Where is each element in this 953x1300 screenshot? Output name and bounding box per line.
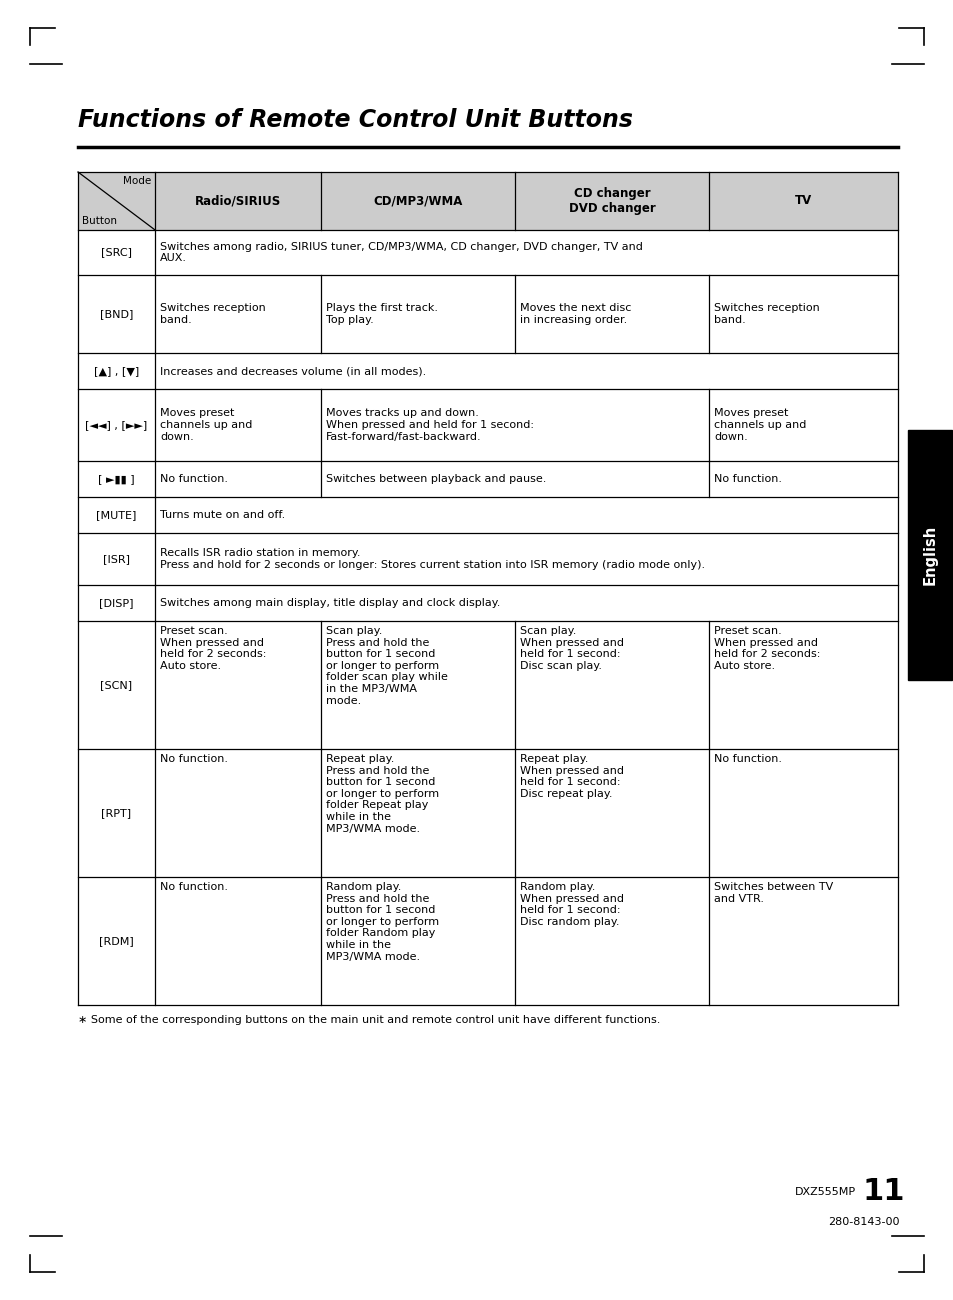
Text: Functions of Remote Control Unit Buttons: Functions of Remote Control Unit Buttons (78, 108, 633, 133)
Text: [◄◄] , [►►]: [◄◄] , [►►] (86, 420, 148, 430)
Text: No function.: No function. (160, 754, 228, 764)
Text: ∗ Some of the corresponding buttons on the main unit and remote control unit hav: ∗ Some of the corresponding buttons on t… (78, 1015, 659, 1024)
Text: Scan play.
Press and hold the
button for 1 second
or longer to perform
folder sc: Scan play. Press and hold the button for… (325, 627, 447, 706)
Text: 11: 11 (862, 1178, 904, 1206)
Text: No function.: No function. (714, 474, 781, 484)
Text: Moves the next disc
in increasing order.: Moves the next disc in increasing order. (519, 303, 631, 325)
Text: [ ►▮▮ ]: [ ►▮▮ ] (98, 474, 134, 484)
Text: Switches reception
band.: Switches reception band. (160, 303, 266, 325)
Text: Switches between TV
and VTR.: Switches between TV and VTR. (714, 881, 833, 904)
Text: Mode: Mode (123, 176, 151, 186)
Text: No function.: No function. (160, 474, 228, 484)
Text: Moves preset
channels up and
down.: Moves preset channels up and down. (160, 408, 253, 442)
Text: CD changer
DVD changer: CD changer DVD changer (568, 187, 655, 214)
Text: [SCN]: [SCN] (100, 680, 132, 690)
Text: Repeat play.
When pressed and
held for 1 second:
Disc repeat play.: Repeat play. When pressed and held for 1… (519, 754, 623, 798)
Text: Scan play.
When pressed and
held for 1 second:
Disc scan play.: Scan play. When pressed and held for 1 s… (519, 627, 623, 671)
Text: [▲] , [▼]: [▲] , [▼] (93, 367, 139, 376)
Text: Recalls ISR radio station in memory.
Press and hold for 2 seconds or longer: Sto: Recalls ISR radio station in memory. Pre… (160, 549, 704, 569)
Text: [DISP]: [DISP] (99, 598, 133, 608)
Text: Plays the first track.
Top play.: Plays the first track. Top play. (325, 303, 437, 325)
Text: Preset scan.
When pressed and
held for 2 seconds:
Auto store.: Preset scan. When pressed and held for 2… (714, 627, 820, 671)
Text: TV: TV (794, 195, 811, 208)
Text: [RDM]: [RDM] (99, 936, 133, 946)
Text: [ISR]: [ISR] (103, 554, 130, 564)
Text: Switches among main display, title display and clock display.: Switches among main display, title displ… (160, 598, 500, 608)
Text: No function.: No function. (714, 754, 781, 764)
Text: CD/MP3/WMA: CD/MP3/WMA (373, 195, 462, 208)
Text: Switches among radio, SIRIUS tuner, CD/MP3/WMA, CD changer, DVD changer, TV and
: Switches among radio, SIRIUS tuner, CD/M… (160, 242, 642, 264)
Text: Repeat play.
Press and hold the
button for 1 second
or longer to perform
folder : Repeat play. Press and hold the button f… (325, 754, 438, 833)
Text: [BND]: [BND] (100, 309, 133, 318)
Text: Button: Button (82, 216, 117, 226)
Text: [RPT]: [RPT] (101, 809, 132, 818)
Text: Moves preset
channels up and
down.: Moves preset channels up and down. (714, 408, 806, 442)
Text: 280-8143-00: 280-8143-00 (827, 1217, 899, 1227)
Text: No function.: No function. (160, 881, 228, 892)
Text: Moves tracks up and down.
When pressed and held for 1 second:
Fast-forward/fast-: Moves tracks up and down. When pressed a… (325, 408, 533, 442)
Text: Random play.
When pressed and
held for 1 second:
Disc random play.: Random play. When pressed and held for 1… (519, 881, 623, 927)
Text: English: English (922, 525, 937, 585)
Text: Random play.
Press and hold the
button for 1 second
or longer to perform
folder : Random play. Press and hold the button f… (325, 881, 438, 962)
Text: [SRC]: [SRC] (101, 247, 132, 257)
Text: Radio/SIRIUS: Radio/SIRIUS (194, 195, 281, 208)
Text: [MUTE]: [MUTE] (96, 510, 136, 520)
Text: Turns mute on and off.: Turns mute on and off. (160, 510, 285, 520)
Text: Switches between playback and pause.: Switches between playback and pause. (325, 474, 545, 484)
Bar (907, 430, 951, 680)
Text: Increases and decreases volume (in all modes).: Increases and decreases volume (in all m… (160, 367, 426, 376)
Text: Switches reception
band.: Switches reception band. (714, 303, 820, 325)
Text: Preset scan.
When pressed and
held for 2 seconds:
Auto store.: Preset scan. When pressed and held for 2… (160, 627, 266, 671)
Text: DXZ555MP: DXZ555MP (794, 1187, 855, 1197)
Bar (78, 172, 897, 230)
